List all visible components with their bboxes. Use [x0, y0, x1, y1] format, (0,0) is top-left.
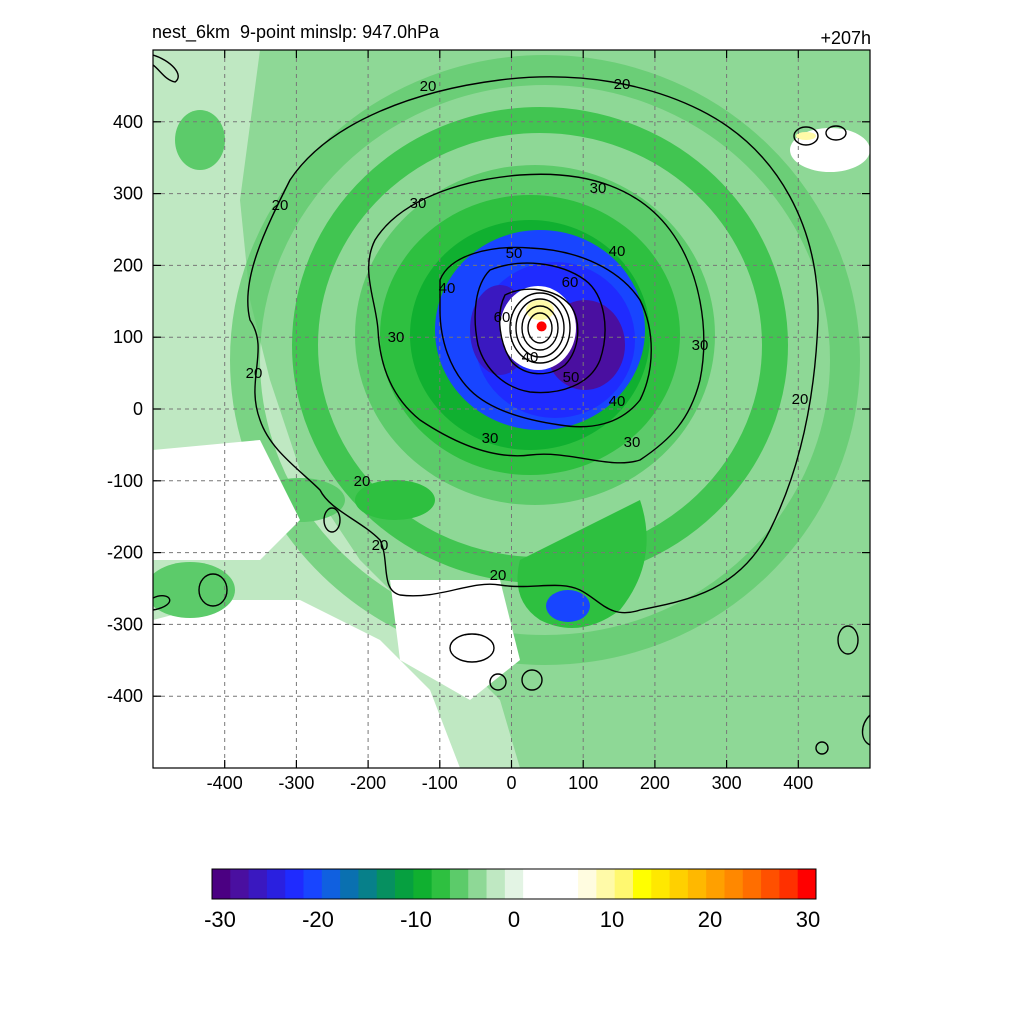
colorbar-swatch [541, 869, 561, 899]
colorbar-swatch [523, 869, 542, 899]
forecast-hour-label: +207h [820, 28, 871, 48]
colorbar-swatch [358, 869, 378, 899]
colorbar-frame [211, 868, 817, 900]
colorbar-swatch [559, 869, 579, 899]
x-tick-label: 0 [506, 773, 516, 793]
colorbar-swatch [340, 869, 359, 899]
x-tick-label: 300 [712, 773, 742, 793]
colorbar-swatch [578, 869, 597, 899]
contour-50 [474, 262, 606, 394]
contour-labels: 20 20 20 20 20 20 20 20 30 30 30 30 30 30 40 40 40 50 50 60… [246, 76, 809, 584]
contour-label: 20 [420, 78, 437, 95]
contour-label: 20 [490, 567, 507, 584]
x-tick-label: -400 [207, 773, 243, 793]
colorbar-swatch [376, 869, 396, 899]
colorbar-swatch [632, 869, 652, 899]
colorbar-swatch [468, 869, 488, 899]
colorbar-swatch [266, 869, 286, 899]
contour-60 [499, 288, 579, 375]
colorbar-swatch [321, 869, 341, 899]
contour-label: 30 [388, 329, 405, 346]
colorbar-swatch [761, 869, 780, 899]
y-axis: 400 300 200 100 0 -100 -200 -300 -400 [107, 112, 870, 706]
y-tick-label: 300 [113, 184, 143, 204]
colorbar [211, 868, 817, 900]
colorbar-tick-label: 10 [600, 907, 624, 932]
contour-label: 40 [609, 393, 626, 410]
colorbar-tick-label: 20 [698, 907, 722, 932]
colorbar-tick-label: -10 [400, 907, 432, 932]
y-tick-label: -200 [107, 543, 143, 563]
contour-20 [247, 76, 819, 614]
contour-label: 20 [372, 537, 389, 554]
contour-label: 20 [246, 365, 263, 382]
colorbar-swatch [395, 869, 414, 899]
colorbar-swatch [614, 869, 634, 899]
colorbar-swatch [669, 869, 689, 899]
contour-label: 40 [522, 349, 539, 366]
y-tick-label: 0 [133, 399, 143, 419]
contour-label: 30 [624, 434, 641, 451]
colorbar-swatch [706, 869, 725, 899]
colorbar-swatch [504, 869, 524, 899]
contour-label: 20 [272, 197, 289, 214]
colorbar-swatch [596, 869, 616, 899]
colorbar-swatch [724, 869, 744, 899]
contour-label: 20 [792, 391, 809, 408]
colorbar-tick-label: 30 [796, 907, 820, 932]
colorbar-swatch [212, 869, 231, 899]
colorbar-swatch [230, 869, 250, 899]
contour-label: 30 [692, 337, 709, 354]
colorbar-swatch [742, 869, 762, 899]
contour-lines [153, 54, 870, 755]
colorbar-tick-label: -20 [302, 907, 334, 932]
y-tick-label: -400 [107, 686, 143, 706]
contour-label: 40 [609, 243, 626, 260]
x-axis: -400 -300 -200 -100 0 100 200 300 400 [207, 50, 813, 793]
colorbar-tick-label: 0 [508, 907, 520, 932]
contour-label: 40 [439, 280, 456, 297]
contour-label: 50 [506, 245, 523, 262]
colorbar-swatch [449, 869, 469, 899]
x-tick-label: -300 [278, 773, 314, 793]
x-tick-label: 400 [783, 773, 813, 793]
x-tick-label: 100 [568, 773, 598, 793]
contour-label: 60 [562, 274, 579, 291]
contour-40 [439, 246, 652, 428]
colorbar-swatch [248, 869, 268, 899]
colorbar-swatch [486, 869, 506, 899]
x-tick-label: 200 [640, 773, 670, 793]
colorbar-swatch [651, 869, 671, 899]
y-tick-label: 100 [113, 327, 143, 347]
contour-30 [367, 173, 705, 464]
y-tick-label: -300 [107, 614, 143, 634]
storm-center-marker [536, 321, 547, 332]
plot-title: nest_6km 9-point minslp: 947.0hPa [152, 22, 440, 42]
contour-label: 20 [614, 76, 631, 93]
colorbar-swatch [285, 869, 305, 899]
contour-label: 30 [482, 430, 499, 447]
colorbar-labels: -30 -20 -10 0 10 20 30 [204, 907, 820, 932]
colorbar-swatch [687, 869, 707, 899]
colorbar-swatch [779, 869, 799, 899]
y-tick-label: -100 [107, 471, 143, 491]
y-tick-label: 200 [113, 255, 143, 275]
colorbar-swatch [431, 869, 451, 899]
colorbar-swatch [303, 869, 323, 899]
colorbar-swatch [797, 869, 817, 899]
colorbar-swatch [413, 869, 433, 899]
x-tick-label: -100 [422, 773, 458, 793]
contour-label: 30 [410, 195, 427, 212]
x-tick-label: -200 [350, 773, 386, 793]
colorbar-tick-label: -30 [204, 907, 236, 932]
contour-label: 20 [354, 473, 371, 490]
contour-label: 50 [563, 369, 580, 386]
contour-label: 30 [590, 180, 607, 197]
y-tick-label: 400 [113, 112, 143, 132]
contour-label: 60 [494, 309, 511, 326]
